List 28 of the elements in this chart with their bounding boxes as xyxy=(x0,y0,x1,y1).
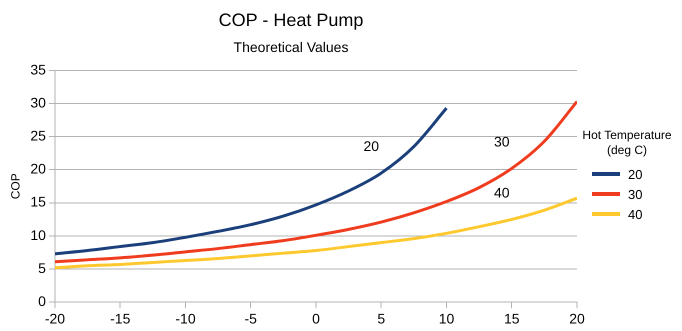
text: 30 xyxy=(494,133,510,150)
x-tick-label: -20 xyxy=(44,310,66,326)
y-tick-label: 30 xyxy=(30,94,46,110)
x-tick-label: 15 xyxy=(504,310,520,326)
legend-label: 40 xyxy=(628,206,642,222)
y-axis-title: COP xyxy=(8,173,23,200)
y-tick-label: 0 xyxy=(38,293,46,310)
y-tick-label: 15 xyxy=(30,194,46,210)
chart-subtitle: Theoretical Values xyxy=(234,38,348,55)
x-tick-label: 0 xyxy=(312,310,320,326)
x-tick-label: 20 xyxy=(569,310,585,326)
legend-label: 20 xyxy=(628,166,642,182)
legend-label: 30 xyxy=(628,186,642,202)
x-tick-label: 10 xyxy=(438,310,454,326)
y-tick-label: 35 xyxy=(30,61,46,78)
chart-title: COP - Heat Pump xyxy=(218,10,364,30)
x-tick-label: 5 xyxy=(377,310,386,326)
legend-title: Hot Temperature (deg C) xyxy=(582,128,672,158)
y-tick-label: 5 xyxy=(38,260,46,276)
line-series xyxy=(54,106,448,256)
text: 40 xyxy=(494,184,510,200)
text: 20 xyxy=(363,138,380,154)
x-tick-label: -10 xyxy=(175,310,196,326)
x-tick-label: -5 xyxy=(244,310,258,326)
y-tick-label: 25 xyxy=(30,127,46,144)
x-tick-label: -15 xyxy=(110,310,131,326)
y-tick-label: 20 xyxy=(30,160,46,177)
y-tick-label: 10 xyxy=(30,226,46,243)
